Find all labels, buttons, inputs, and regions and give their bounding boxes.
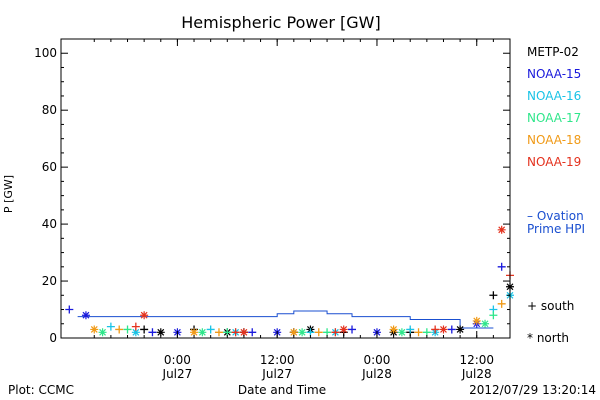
south-point [140,325,149,334]
south-point [447,325,456,334]
south-point [65,305,74,314]
ovation-line [77,310,494,329]
series-noaa-19 [131,225,514,337]
north-point [156,328,165,337]
footer-right: 2012/07/29 13:20:14 [469,383,596,397]
north-point [198,328,207,337]
south-point [214,328,223,337]
south-point [331,328,340,337]
south-point [314,328,323,337]
north-point [389,325,398,334]
south-point [115,325,124,334]
north-point [339,325,348,334]
north-point [472,316,481,325]
south-point [248,328,257,337]
x-axis-label: Date and Time [238,383,326,397]
x-tick-label: 0:00 [363,353,390,367]
x-tick-label: 12:00 [459,353,494,367]
plot-frame [60,38,511,339]
legend-entry: NOAA-15 [527,67,581,81]
y-tick-label: 0 [49,331,57,345]
south-point [206,325,215,334]
legend: METP-02 NOAA-15 NOAA-16 NOAA-17 NOAA-18 NOAA-… [527,45,585,345]
series-metp-02 [140,282,514,337]
y-tick-label: 60 [42,160,57,174]
south-point [414,328,423,337]
north-point [497,225,506,234]
north-point [456,325,465,334]
south-point [497,299,506,308]
legend-ovation: Prime HPI [527,222,585,236]
legend-symbol: + south [527,299,574,313]
north-point [140,311,149,320]
south-point [323,328,332,337]
south-point [497,262,506,271]
series-noaa-17 [98,311,498,337]
chart-title: Hemispheric Power [GW] [181,13,380,32]
south-point [123,325,132,334]
series-noaa-15 [65,262,506,337]
x-tick-date: Jul28 [461,367,492,381]
y-axis-label: P [GW] [2,175,15,213]
south-point [231,328,240,337]
south-point [422,328,431,337]
north-point [190,328,199,337]
north-point [439,325,448,334]
north-point [298,328,307,337]
legend-entry: NOAA-16 [527,89,581,103]
legend-ovation: – Ovation [527,209,584,223]
y-tick-label: 20 [42,274,57,288]
legend-entry: METP-02 [527,45,579,59]
x-tick-label: 12:00 [260,353,295,367]
footer-left: Plot: CCMC [8,383,74,397]
south-point [406,325,415,334]
north-point [81,311,90,320]
south-point [489,291,498,300]
legend-entry: NOAA-19 [527,155,581,169]
x-tick-date: Jul27 [261,367,292,381]
legend-entry: NOAA-18 [527,133,581,147]
south-point [348,325,357,334]
south-point [131,322,140,331]
x-tick-date: Jul27 [162,367,193,381]
south-point [306,328,315,337]
y-tick-label: 40 [42,217,57,231]
x-tick-label: 0:00 [164,353,191,367]
north-point [289,328,298,337]
north-point [98,328,107,337]
south-point [148,328,157,337]
legend-symbol: * north [527,331,569,345]
south-point [489,311,498,320]
x-tick-date: Jul28 [361,367,392,381]
north-point [481,319,490,328]
north-point [239,328,248,337]
north-point [90,325,99,334]
south-point [106,322,115,331]
y-tick-label: 100 [34,46,57,60]
south-point [223,328,232,337]
north-point [397,328,406,337]
plot-area [65,225,514,337]
north-point [131,328,140,337]
axes: 0204060801000:00Jul2712:00Jul270:00Jul28… [34,39,510,381]
south-point [431,325,440,334]
y-tick-label: 80 [42,103,57,117]
series-noaa-18 [90,299,506,337]
legend-entry: NOAA-17 [527,111,581,125]
